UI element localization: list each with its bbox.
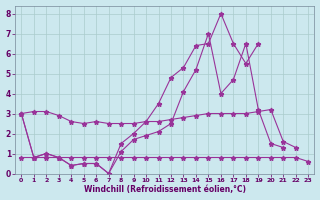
X-axis label: Windchill (Refroidissement éolien,°C): Windchill (Refroidissement éolien,°C) bbox=[84, 185, 246, 194]
